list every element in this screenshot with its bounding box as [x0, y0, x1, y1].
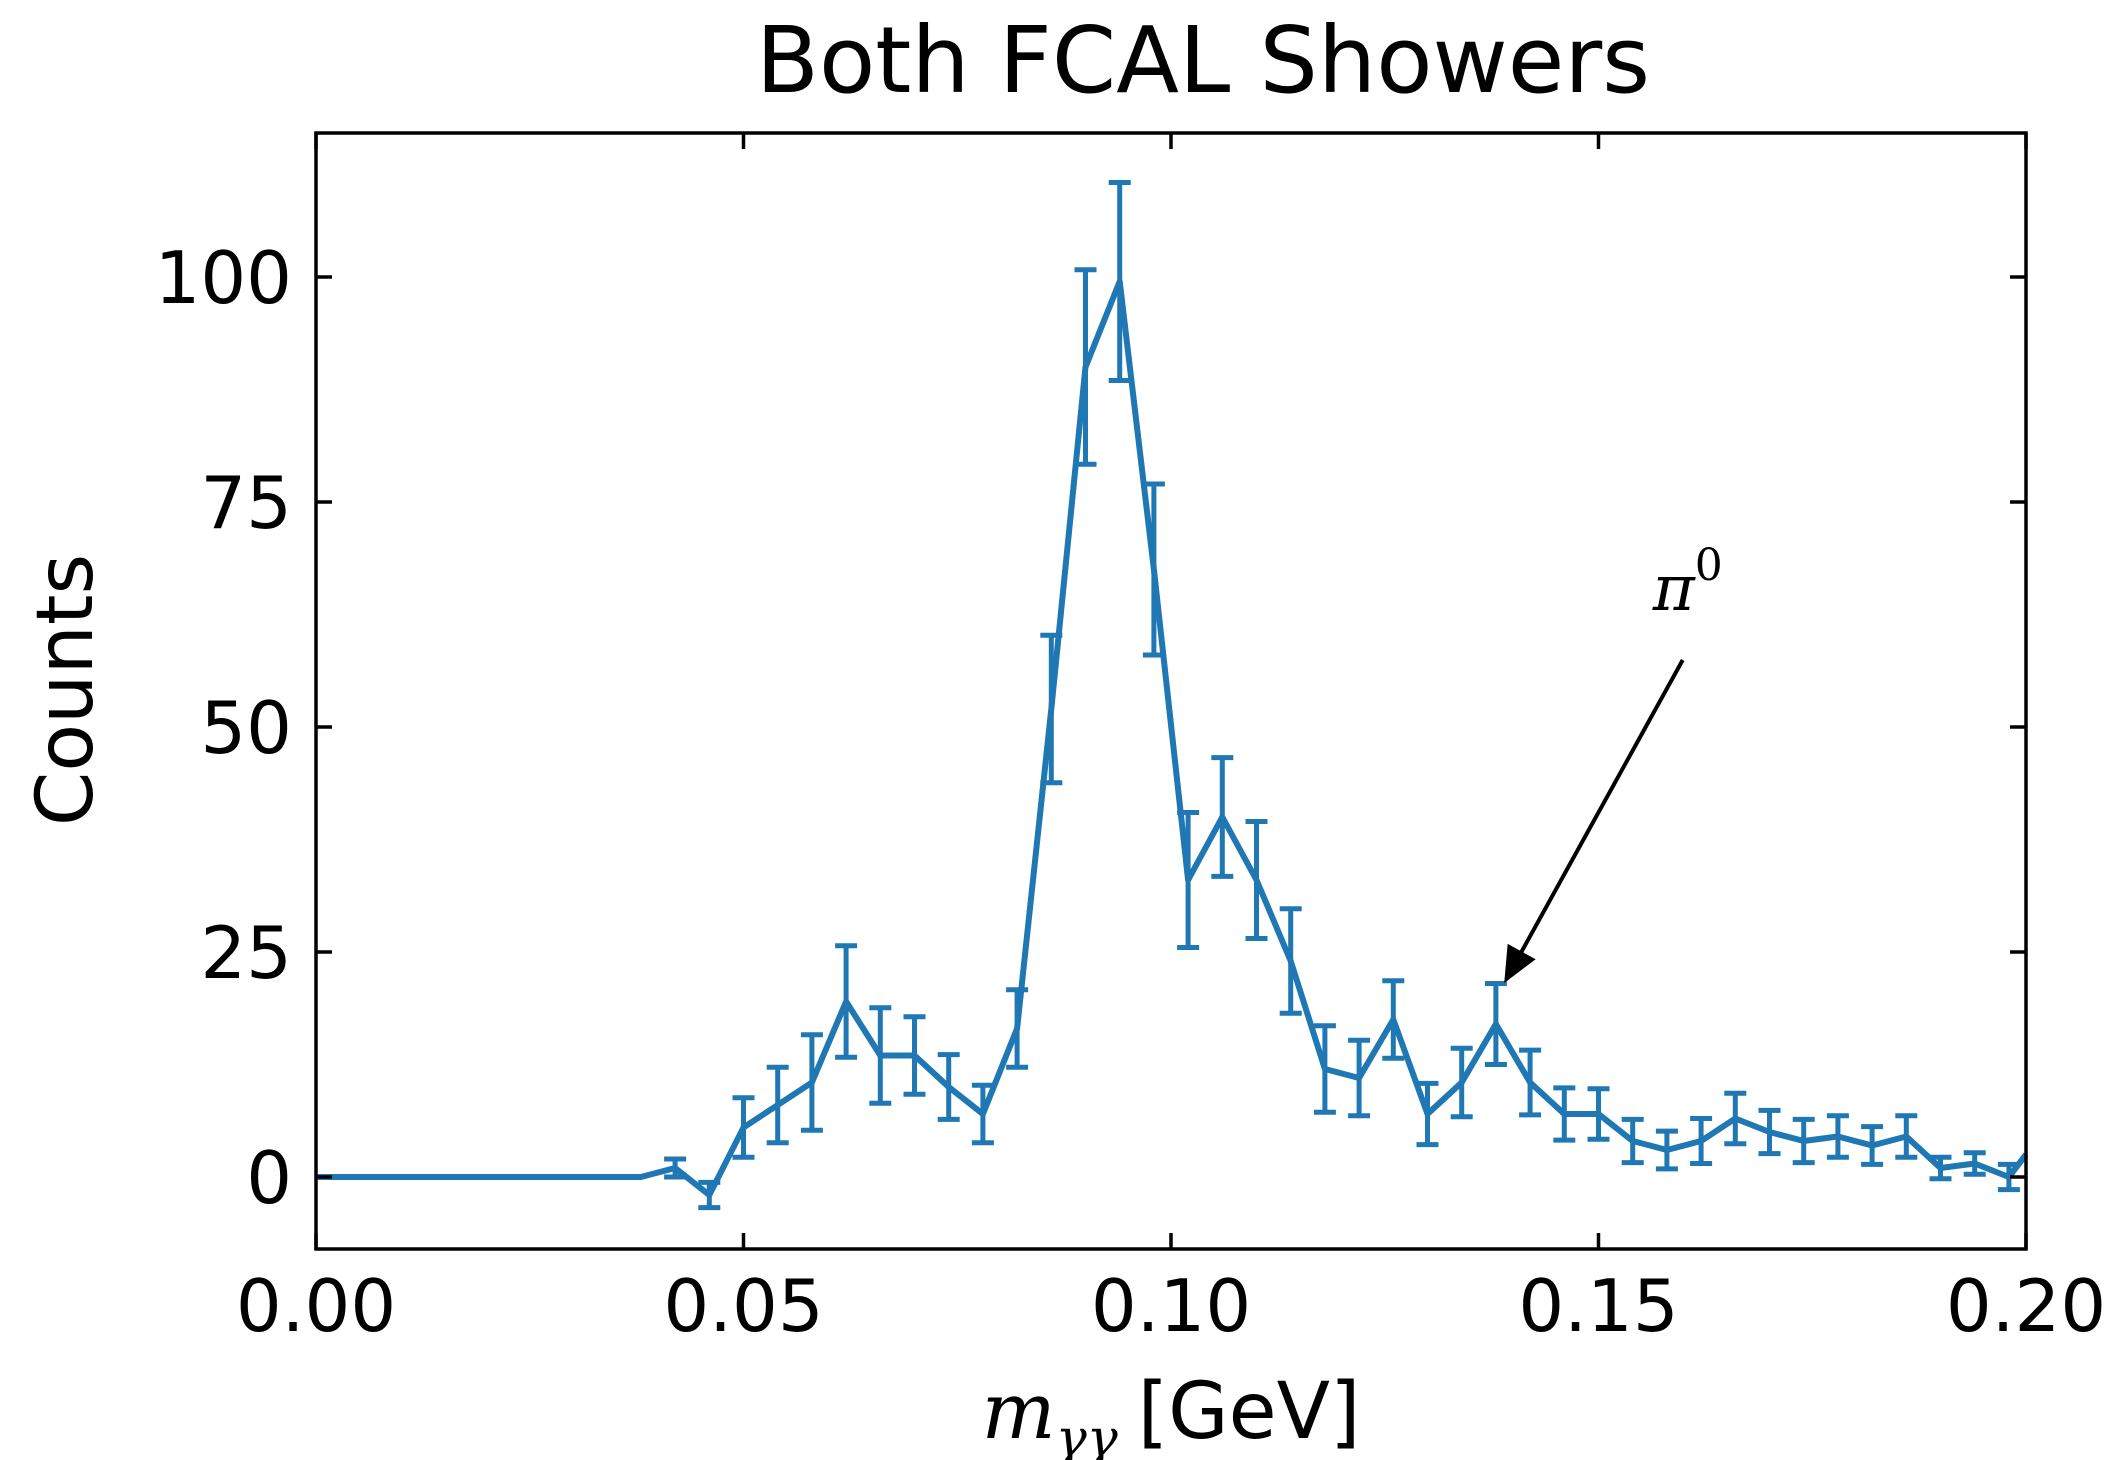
error-bar [1382, 978, 1405, 1061]
tick-layer: 0.00 0.05 0.10 0.15 0.20 0 25 50 75 100 [155, 133, 2106, 1348]
x-tick-label: 0.00 [236, 1264, 396, 1348]
x-axis-units: [GeV] [1138, 1367, 1361, 1457]
error-bar [1519, 1047, 1542, 1118]
y-tick-label: 25 [200, 911, 292, 995]
error-bar [937, 1052, 960, 1122]
error-bar [1997, 1161, 2020, 1193]
plot-frame [314, 131, 2028, 1251]
y-tick-label: 0 [246, 1136, 292, 1220]
error-bar [1177, 810, 1200, 950]
error-bar [1006, 987, 1029, 1070]
error-bar [1450, 1045, 1473, 1120]
error-bar [1040, 632, 1063, 786]
error-bar [1655, 1128, 1678, 1172]
y-tick-label: 100 [155, 236, 292, 320]
x-tick-label: 0.05 [663, 1264, 823, 1348]
error-bar [1416, 1080, 1439, 1148]
chart-title: Both FCAL Showers [756, 7, 1650, 114]
error-bar [1313, 1023, 1336, 1115]
error-bar [698, 1179, 721, 1211]
error-bar [869, 1005, 892, 1106]
error-bar [1963, 1150, 1986, 1177]
annotation-symbol: π [1652, 552, 1696, 626]
error-bar [1792, 1116, 1815, 1166]
error-bar [1279, 906, 1302, 1016]
error-bar [664, 1156, 687, 1180]
error-bar [1826, 1113, 1849, 1160]
annotation-layer: π0 [1504, 540, 1723, 984]
error-bar [1245, 819, 1268, 941]
error-bar [1587, 1086, 1610, 1142]
error-bar [1348, 1037, 1371, 1119]
error-bar [1553, 1085, 1576, 1143]
y-tick-label: 50 [200, 686, 292, 770]
x-axis-label: mγγ [GeV] [982, 1367, 1361, 1460]
y-axis-label: Counts [21, 554, 111, 826]
error-bar [1621, 1116, 1644, 1166]
x-axis-subscript: γγ [1056, 1409, 1119, 1460]
error-bar [971, 1082, 994, 1146]
error-bar [800, 1032, 823, 1133]
error-bar [732, 1095, 755, 1160]
error-bar [1108, 180, 1131, 383]
annotation-label: π0 [1652, 540, 1723, 626]
error-bar [766, 1064, 789, 1146]
error-bar [903, 1014, 926, 1097]
error-bar [1724, 1090, 1747, 1147]
x-tick-label: 0.15 [1518, 1264, 1678, 1348]
error-bar [1142, 481, 1165, 658]
annotation-superscript: 0 [1695, 540, 1723, 591]
x-tick-label: 0.10 [1091, 1264, 1251, 1348]
error-bar [1758, 1107, 1781, 1157]
annotation-arrow [1504, 659, 1685, 984]
error-bar [1074, 267, 1097, 467]
x-axis-symbol: m [982, 1367, 1056, 1457]
error-bar [835, 943, 858, 1060]
error-bar [1861, 1124, 1884, 1167]
error-bar [1211, 755, 1234, 879]
error-bar [1690, 1116, 1713, 1166]
x-tick-label: 0.20 [1946, 1264, 2106, 1348]
series-layer [316, 180, 2029, 1211]
error-bar [1929, 1154, 1952, 1182]
y-tick-label: 75 [200, 461, 292, 545]
error-bar [1484, 981, 1507, 1067]
error-bar [1895, 1113, 1918, 1160]
series-line [316, 278, 2029, 1198]
